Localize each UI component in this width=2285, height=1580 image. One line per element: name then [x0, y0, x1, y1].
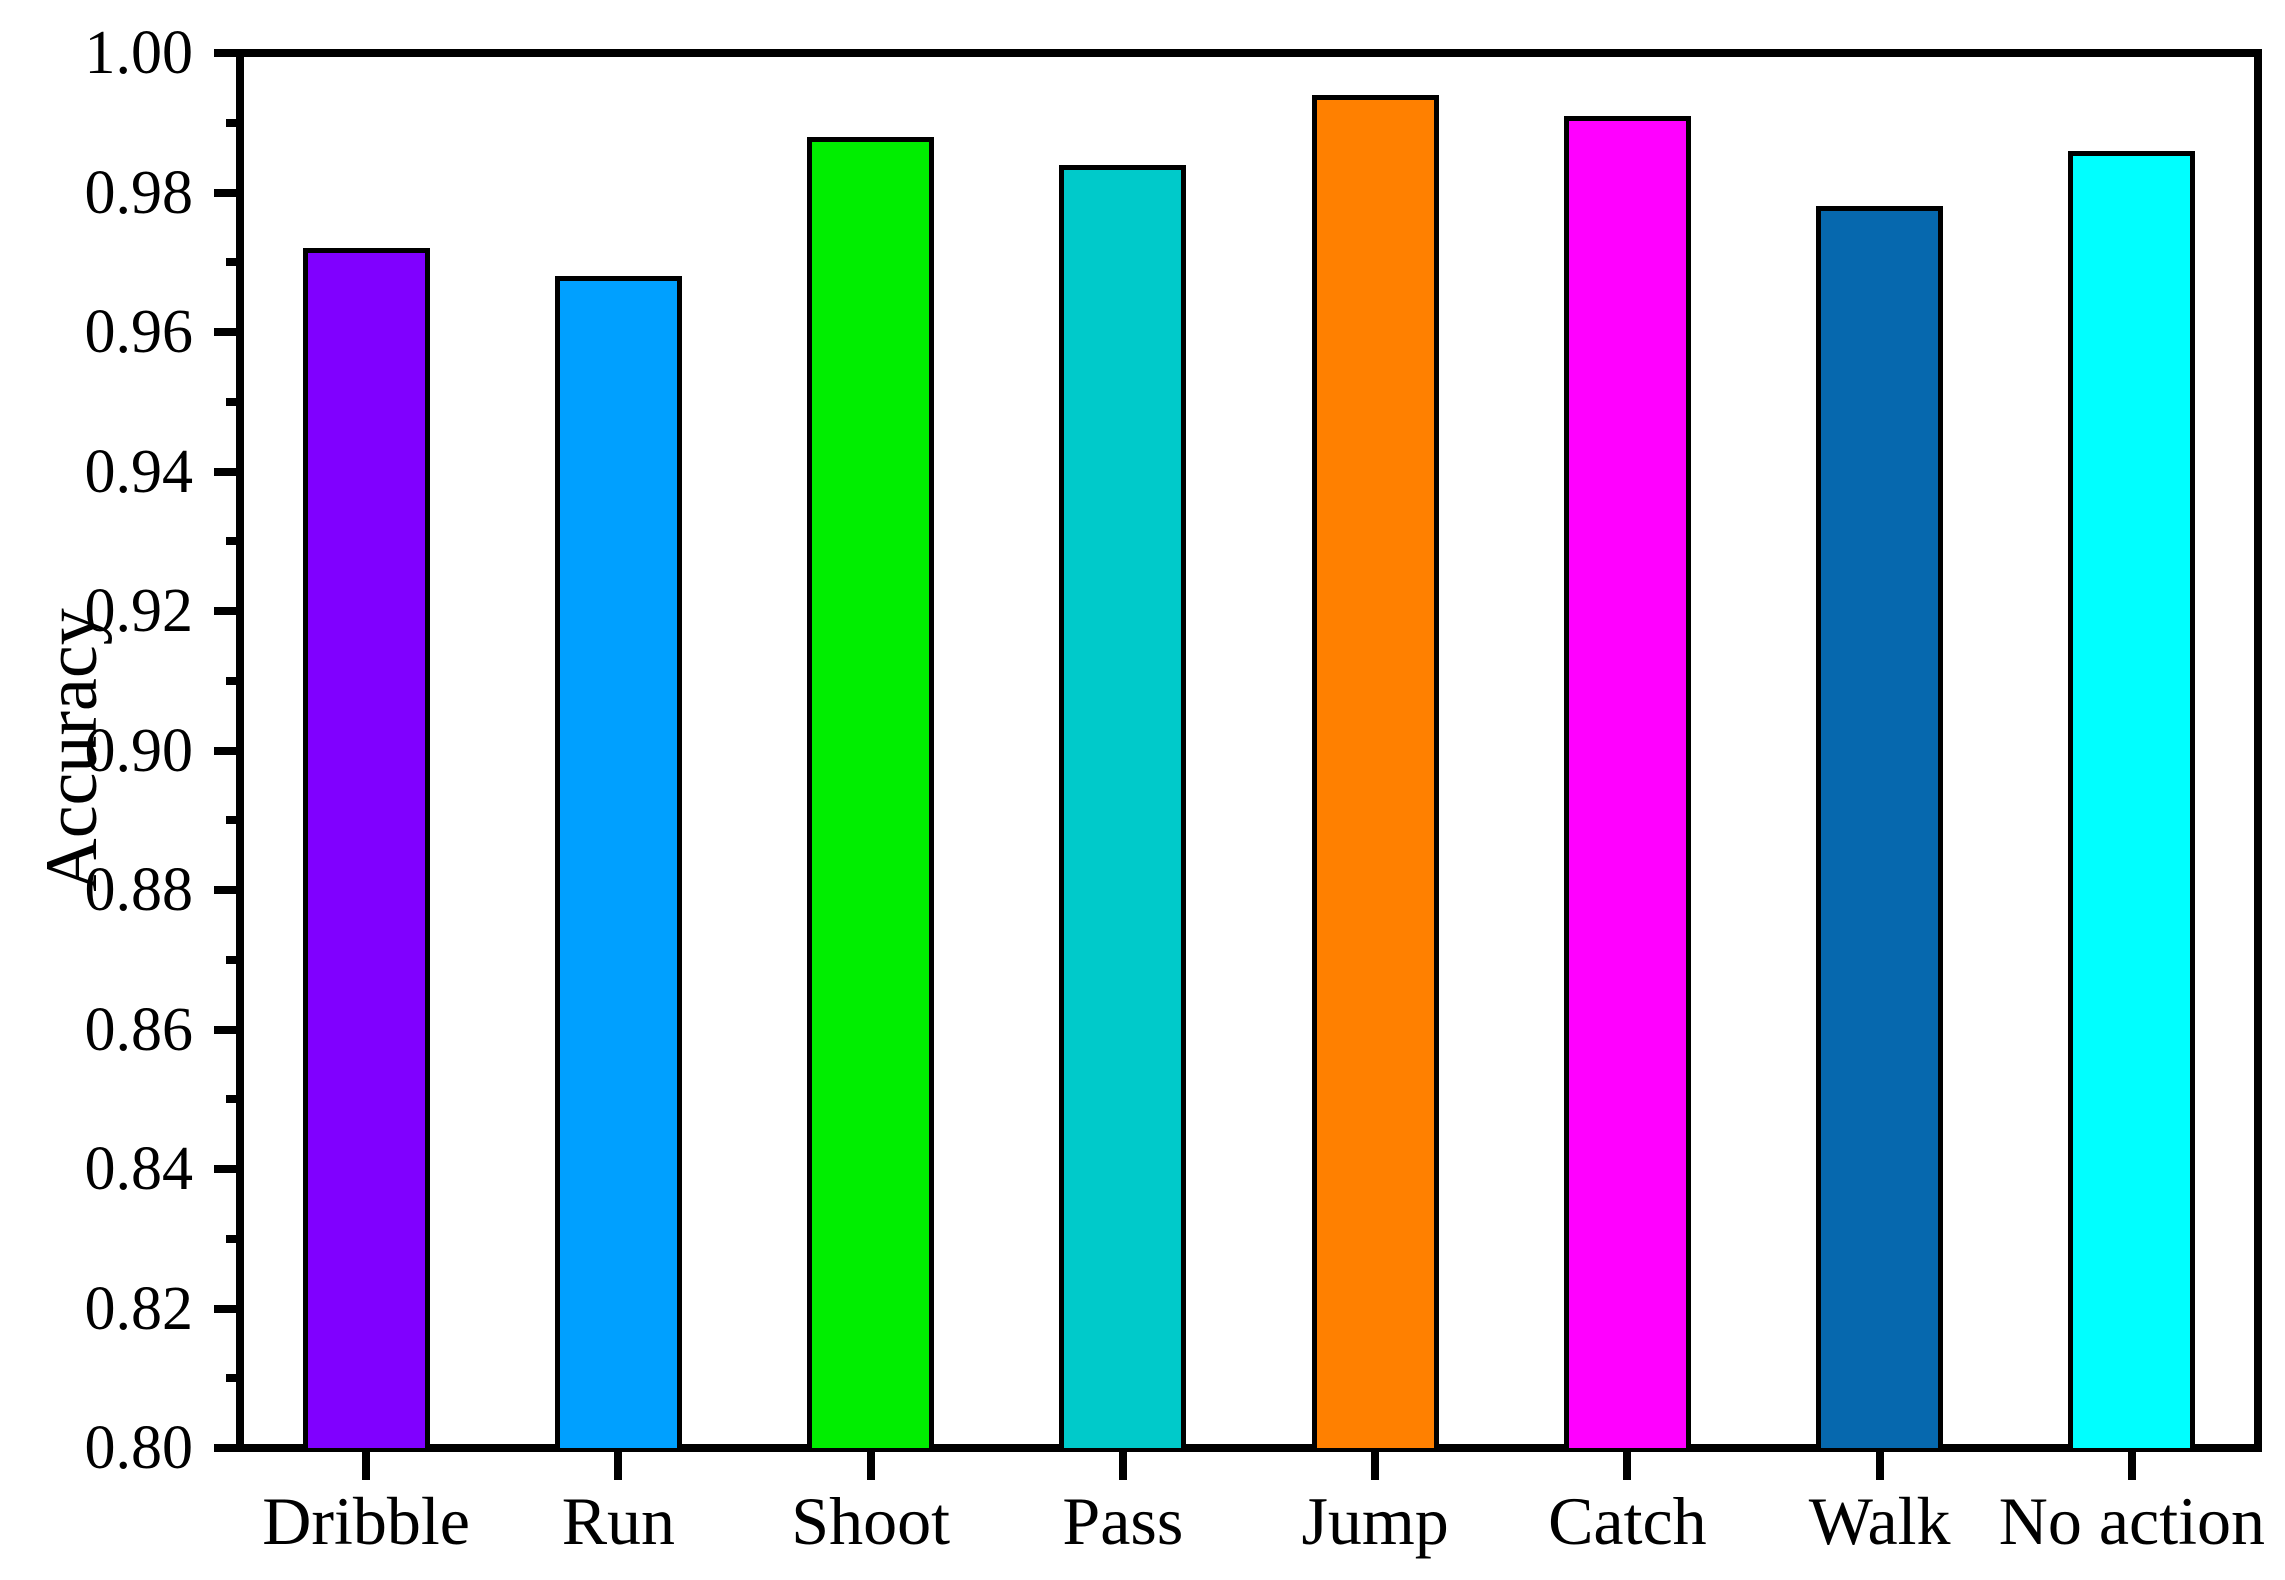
y-tick-label: 0.96	[84, 298, 194, 366]
x-tick	[614, 1452, 623, 1480]
y-minor-tick	[226, 1234, 240, 1243]
x-tick	[1118, 1452, 1127, 1480]
y-tick-label: 0.86	[84, 995, 194, 1064]
y-tick-label: 0.90	[84, 716, 194, 785]
bar-walk	[1816, 206, 1944, 1448]
y-major-tick	[214, 886, 240, 894]
y-major-tick	[214, 328, 240, 336]
y-minor-tick	[226, 1095, 240, 1104]
y-tick-label: 0.94	[84, 437, 194, 506]
y-tick-label: 0.98	[84, 158, 194, 227]
y-major-tick	[214, 1304, 240, 1313]
y-major-tick	[214, 1444, 240, 1452]
y-minor-tick	[226, 258, 240, 267]
y-major-tick	[214, 188, 240, 197]
y-tick-label: 0.80	[84, 1414, 194, 1482]
x-tick-label: Walk	[1808, 1483, 1951, 1559]
y-major-tick	[214, 746, 240, 755]
y-minor-tick	[226, 397, 240, 406]
x-tick-label: Catch	[1548, 1483, 1707, 1559]
x-tick	[1623, 1452, 1632, 1480]
bar-pass	[1059, 164, 1187, 1448]
x-tick	[1371, 1452, 1380, 1480]
y-minor-tick	[226, 537, 240, 546]
plot-area-border	[236, 49, 2262, 1452]
bar-run	[554, 276, 682, 1448]
y-major-tick	[214, 1025, 240, 1034]
y-minor-tick	[226, 118, 240, 127]
y-major-tick	[214, 1165, 240, 1173]
y-minor-tick	[226, 816, 240, 825]
bar-dribble	[302, 248, 430, 1448]
y-minor-tick	[226, 676, 240, 685]
bar-no-action	[2068, 150, 2196, 1448]
y-major-tick	[214, 607, 240, 615]
y-minor-tick	[226, 955, 240, 964]
bar-shoot	[807, 136, 935, 1448]
y-minor-tick	[226, 1374, 240, 1383]
x-tick-label: Pass	[1062, 1483, 1184, 1559]
x-tick-label: Run	[561, 1483, 676, 1559]
x-tick-label: Jump	[1301, 1483, 1449, 1559]
x-tick	[362, 1452, 371, 1480]
y-tick-label: 0.92	[84, 577, 194, 645]
y-tick-label: 0.88	[84, 856, 194, 924]
x-tick	[1875, 1452, 1884, 1480]
x-tick	[866, 1452, 875, 1480]
x-tick	[2127, 1452, 2136, 1480]
bar-catch	[1563, 115, 1691, 1448]
y-major-tick	[214, 467, 240, 476]
y-tick-label: 1.00	[84, 19, 194, 87]
y-major-tick	[214, 49, 240, 57]
x-tick-label: No action	[1998, 1483, 2265, 1559]
plot-area: 0.80 0.82 0.84 0.86 0.88 0.90 0.92 0.94 0.96 0.98…	[85, 22, 2266, 1557]
x-tick-label: Shoot	[791, 1483, 950, 1559]
y-tick-label: 0.84	[84, 1135, 194, 1203]
y-tick-label: 0.82	[84, 1274, 194, 1343]
x-tick-label: Dribble	[262, 1483, 470, 1559]
bar-jump	[1311, 94, 1439, 1448]
